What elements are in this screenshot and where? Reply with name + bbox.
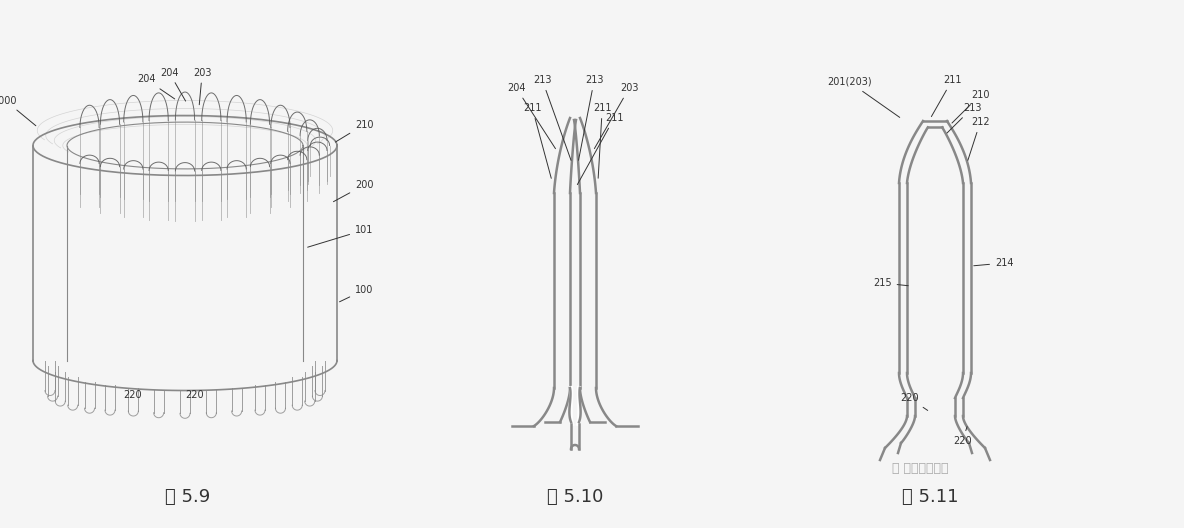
Text: 220: 220	[900, 393, 928, 410]
Text: 213: 213	[533, 75, 571, 161]
Text: 图 5.9: 图 5.9	[166, 488, 211, 506]
Text: 204: 204	[160, 68, 186, 101]
Text: 210: 210	[335, 119, 373, 142]
Text: 214: 214	[973, 258, 1014, 268]
Text: 图 5.11: 图 5.11	[902, 488, 958, 506]
Text: 1000: 1000	[0, 96, 36, 126]
Text: 图 5.10: 图 5.10	[547, 488, 603, 506]
Text: 🐾 西莫电机论坛: 🐾 西莫电机论坛	[892, 461, 948, 475]
Text: 220: 220	[186, 391, 205, 401]
Text: 200: 200	[334, 180, 373, 202]
Text: 215: 215	[873, 278, 908, 288]
Text: 211: 211	[523, 103, 552, 178]
Text: 211: 211	[932, 75, 961, 117]
Text: 204: 204	[507, 83, 555, 149]
Text: 203: 203	[594, 83, 638, 148]
Text: 220: 220	[953, 427, 972, 446]
Text: 100: 100	[340, 285, 373, 302]
Text: 101: 101	[308, 225, 373, 247]
Text: 204: 204	[137, 74, 175, 99]
Text: 210: 210	[952, 90, 990, 123]
Text: 211: 211	[593, 103, 611, 178]
Text: 213: 213	[947, 103, 982, 133]
Text: 220: 220	[123, 391, 142, 401]
Text: 211: 211	[578, 113, 624, 185]
Text: 203: 203	[193, 68, 212, 105]
Text: 212: 212	[967, 117, 990, 161]
Text: 201(203): 201(203)	[826, 77, 900, 117]
Text: 213: 213	[579, 75, 604, 161]
